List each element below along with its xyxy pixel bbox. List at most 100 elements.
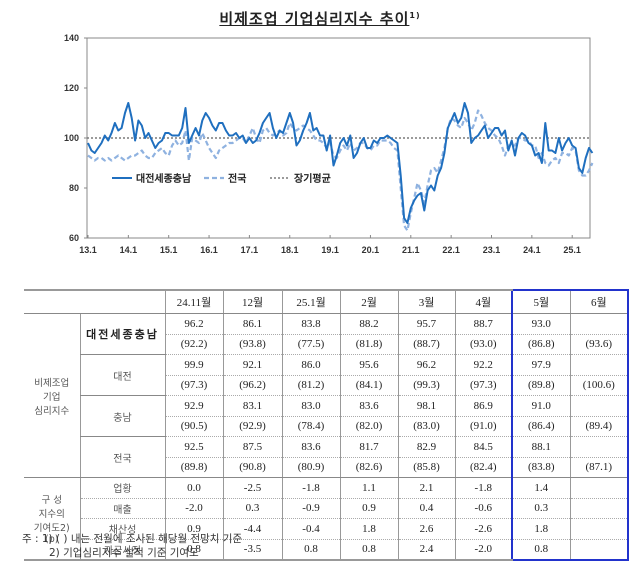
forecast-value: (93.8) [222,334,282,355]
forecast-value: (86.4) [511,416,570,437]
actual-value: 92.1 [222,354,282,376]
bsi-table: 24.11월 12월 25.1월 2월 3월 4월 5월 6월 비제조업 기업 심리지수 대전세종충남… [24,289,629,561]
table-row: 채산성 0.9 -4.4 -0.4 1.8 2.6 -2.6 1.8 [24,518,629,540]
header-corner [24,289,165,314]
forecast-value: (93.0) [454,334,512,355]
forecast-value: (100.6) [569,375,629,396]
forecast-value: (97.3) [164,375,223,396]
actual-value: 82.9 [397,436,455,458]
group-label-contribution: 구 성 지수의 기여도2) (p) [24,477,80,561]
y-tick-label: 120 [64,83,79,93]
x-tick-label: 21.1 [402,245,420,255]
group-label-bsi: 비제조업 기업 심리지수 [24,313,80,478]
forecast-value: (89.4) [569,416,629,437]
contribution-value: 0.3 [222,498,282,519]
actual-value: 93.0 [511,313,570,335]
actual-value: 91.0 [511,395,570,417]
x-tick-label: 13.1 [79,245,97,255]
x-tick-label: 15.1 [160,245,178,255]
component-label: 채산성 [79,518,165,540]
contribution-value: -4.4 [222,518,282,540]
x-tick-label: 17.1 [241,245,259,255]
table-row: (97.3) (96.2) (81.2) (84.1) (99.3) (97.3) (89.… [24,375,629,396]
forecast-value: (78.4) [281,416,340,437]
y-tick-label: 60 [69,233,79,243]
actual-value: 95.6 [339,354,398,376]
contribution-value: -2.0 [164,498,223,519]
forecast-value: (89.8) [511,375,570,396]
contribution-value: -2.0 [454,539,512,561]
actual-value [569,354,629,376]
contribution-value: -3.5 [222,539,282,561]
contribution-value: 1.8 [511,518,570,540]
x-tick-label: 16.1 [200,245,218,255]
contribution-value: -1.8 [281,477,340,499]
table-row: (92.2) (93.8) (77.5) (81.8) (88.7) (93.0) (86.… [24,334,629,355]
table-row: (89.8) (90.8) (80.9) (82.6) (85.8) (82.4) (83.… [24,457,629,478]
column-header: 5월 [511,289,570,314]
component-label: 자금사정 [79,539,165,561]
legend-label-0: 대전세종충남 [136,172,192,185]
actual-value: 88.1 [511,436,570,458]
table-row: 구 성 지수의 기여도2) (p) 업황 0.0 -2.5 -1.8 1.1 2.1 -1.8 1.4 [24,477,629,561]
y-tick-label: 100 [64,133,79,143]
forecast-value: (88.7) [397,334,455,355]
line-chart: 60 80 100 120 140 13.1 14.1 15.1 16.1 17.1 18.1 19.… [64,33,594,255]
x-tick-label: 20.1 [362,245,380,255]
forecast-value: (96.2) [222,375,282,396]
actual-value: 96.2 [397,354,455,376]
series-national-line [87,109,594,232]
actual-value: 83.1 [222,395,282,417]
contribution-value [569,539,629,561]
forecast-value: (83.8) [511,457,570,478]
forecast-value: (92.9) [222,416,282,437]
component-label: 업황 [79,477,165,499]
contribution-value: 2.1 [397,477,455,499]
table-row: 대전 99.9 92.1 86.0 95.6 96.2 92.2 97.9 [24,354,629,396]
forecast-value: (87.1) [569,457,629,478]
forecast-value: (90.5) [164,416,223,437]
contribution-value: 1.8 [339,518,398,540]
contribution-value [569,518,629,540]
actual-value: 98.1 [397,395,455,417]
contribution-value: 0.9 [339,498,398,519]
actual-value: 86.9 [454,395,512,417]
contribution-value: 0.0 [164,477,223,499]
series-regional-line [87,102,594,224]
contribution-value: 2.6 [397,518,455,540]
contribution-value: 0.8 [511,539,570,561]
column-header: 24.11월 [164,289,223,314]
column-header: 4월 [454,289,512,314]
contribution-value: 0.9 [164,518,223,540]
legend-label-2: 장기평균 [294,172,331,185]
table-row: 충남 92.9 83.1 83.0 83.6 98.1 86.9 91.0 [24,395,629,437]
contribution-value: -2.5 [222,477,282,499]
table-row: 전국 92.5 87.5 83.6 81.7 82.9 84.5 88.1 [24,436,629,478]
region-label: 대전세종충남 [79,313,165,355]
actual-value: 83.8 [281,313,340,335]
contribution-value: 0.3 [511,498,570,519]
contribution-value [569,477,629,499]
header-row: 24.11월 12월 25.1월 2월 3월 4월 5월 6월 [24,289,629,314]
forecast-value: (81.8) [339,334,398,355]
component-label: 매출 [79,498,165,519]
x-tick-label: 22.1 [442,245,460,255]
table-row: 매출 -2.0 0.3 -0.9 0.9 0.4 -0.6 0.3 [24,498,629,519]
actual-value: 84.5 [454,436,512,458]
actual-value: 92.9 [164,395,223,417]
footnote-2: 2) 기업심리지수 실적 기준 기여도 [49,547,199,559]
contribution-value: 2.4 [397,539,455,561]
contribution-value: -0.4 [281,518,340,540]
forecast-value: (89.8) [164,457,223,478]
column-header: 2월 [339,289,398,314]
actual-value: 88.7 [454,313,512,335]
region-label: 대전 [79,354,165,396]
forecast-value: (84.1) [339,375,398,396]
actual-value: 86.0 [281,354,340,376]
contribution-value: 1.4 [511,477,570,499]
actual-value: 88.2 [339,313,398,335]
contribution-value: 0.8 [281,539,340,561]
actual-value: 86.1 [222,313,282,335]
forecast-value: (91.0) [454,416,512,437]
actual-value: 96.2 [164,313,223,335]
